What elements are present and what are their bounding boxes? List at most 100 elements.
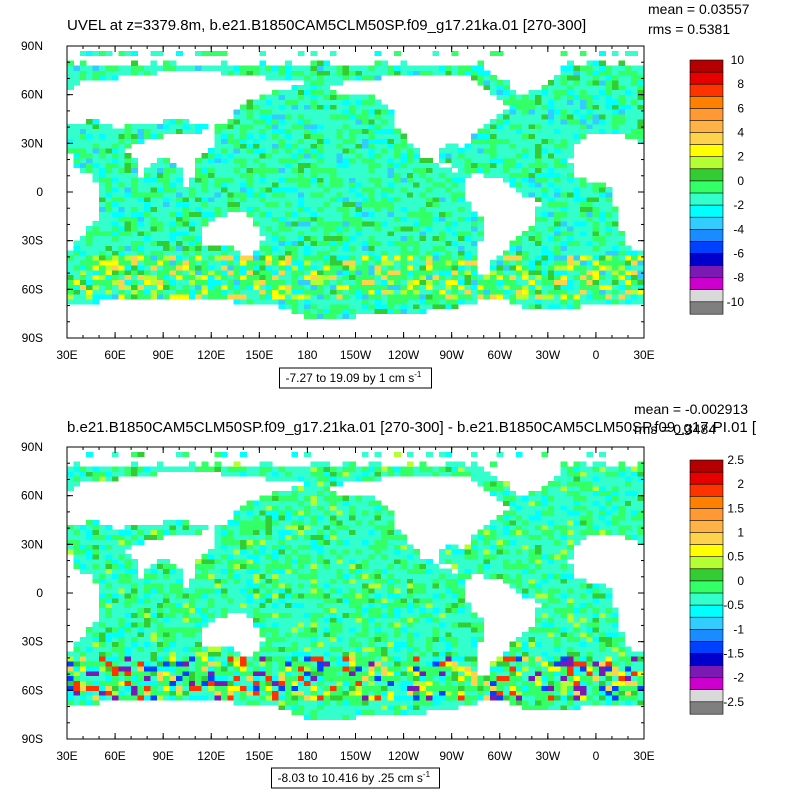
field-cell (323, 84, 331, 91)
field-cell (67, 133, 74, 139)
field-cell (419, 192, 427, 198)
field-cell (304, 690, 311, 696)
field-cell (131, 461, 138, 467)
field-cell (163, 466, 170, 472)
field-cell (317, 289, 324, 295)
field-cell (163, 269, 170, 276)
field-cell (137, 597, 145, 604)
field-cell (618, 245, 626, 251)
field-cell (304, 89, 311, 96)
field-cell (259, 221, 267, 227)
field-cell (252, 622, 260, 628)
field-cell (265, 138, 273, 144)
field-cell (291, 148, 299, 154)
field-cell (208, 656, 215, 662)
field-cell (246, 593, 254, 599)
field-cell (105, 588, 113, 594)
field-cell (99, 211, 106, 217)
field-cell (99, 627, 106, 633)
field-cell (176, 578, 183, 584)
field-cell (419, 265, 427, 271)
field-cell (528, 114, 536, 120)
field-cell (86, 230, 93, 237)
field-cell (99, 544, 106, 550)
colorbar-label: 10 (731, 53, 745, 67)
field-cell (310, 265, 318, 271)
x-tick-label: 90W (439, 348, 464, 362)
field-cell (400, 206, 408, 212)
field-cell (182, 695, 190, 701)
field-cell (156, 65, 164, 71)
field-cell (227, 534, 235, 540)
field-cell (464, 299, 472, 305)
field-cell (522, 192, 529, 198)
field-cell (150, 289, 158, 295)
field-cell (297, 554, 305, 560)
field-cell (297, 534, 305, 540)
field-cell (560, 255, 568, 261)
field-cell (79, 269, 87, 276)
field-cell (361, 104, 369, 110)
field-cell (265, 99, 273, 105)
field-cell (272, 265, 279, 271)
field-cell (297, 211, 305, 217)
field-cell (349, 119, 356, 125)
field-cell (111, 583, 119, 589)
field-cell (227, 529, 235, 535)
field-cell (445, 230, 453, 237)
field-cell (464, 260, 472, 266)
field-cell (118, 690, 126, 696)
field-cell (509, 114, 517, 120)
field-cell (278, 666, 286, 672)
field-cell (515, 240, 523, 246)
field-cell (387, 284, 395, 290)
field-cell (605, 274, 613, 280)
field-cell (188, 206, 196, 212)
field-cell (176, 617, 183, 623)
field-cell (426, 289, 433, 295)
field-cell (201, 167, 209, 173)
field-cell (272, 196, 279, 203)
field-cell (400, 211, 408, 217)
field-cell (297, 206, 305, 212)
field-cell (336, 226, 344, 232)
field-cell (451, 162, 459, 169)
field-cell (567, 60, 574, 66)
field-cell (99, 675, 106, 681)
field-cell (259, 695, 267, 701)
field-cell (131, 622, 138, 628)
field-cell (79, 685, 87, 691)
field-cell (336, 284, 344, 290)
field-cell (285, 602, 292, 608)
field-cell (150, 631, 158, 638)
field-cell (579, 221, 587, 227)
field-cell (227, 666, 235, 672)
field-cell (323, 226, 331, 232)
field-cell (618, 89, 626, 96)
field-cell (208, 602, 215, 608)
field-cell (214, 666, 222, 672)
field-cell (182, 235, 190, 242)
field-cell (118, 221, 126, 227)
field-cell (560, 123, 568, 130)
field-cell (99, 593, 106, 599)
field-cell (278, 240, 286, 246)
field-cell (143, 211, 151, 217)
field-cell (304, 114, 311, 120)
field-cell (451, 289, 459, 295)
field-cell (240, 466, 247, 472)
field-cell (631, 260, 638, 266)
field-cell (131, 60, 138, 66)
field-cell (285, 631, 292, 638)
field-cell (297, 685, 305, 691)
field-cell (579, 279, 587, 285)
field-cell (432, 255, 440, 261)
field-cell (150, 583, 158, 589)
field-cell (285, 153, 292, 159)
field-cell (201, 187, 209, 193)
field-cell (547, 289, 555, 295)
field-cell (92, 148, 100, 154)
field-cell (201, 558, 209, 565)
field-cell (413, 206, 420, 212)
field-cell (233, 670, 241, 677)
